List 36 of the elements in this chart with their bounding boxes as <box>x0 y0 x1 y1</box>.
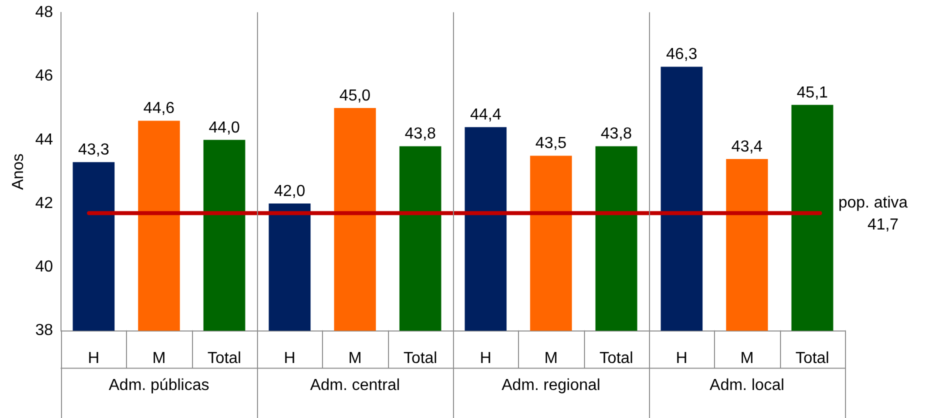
x-tick-label: M <box>152 350 166 367</box>
x-tick-label: M <box>544 350 558 367</box>
x-tick-label: Total <box>207 350 242 367</box>
y-tick-label: 42 <box>35 194 54 212</box>
text: Adm. públicas <box>108 377 210 394</box>
data-label: 45,1 <box>796 84 828 102</box>
data-label: 43,8 <box>404 126 436 143</box>
y-tick-label: 48 <box>35 4 54 22</box>
x-tick-label: H <box>676 350 688 367</box>
text: Adm. central <box>310 377 400 394</box>
data-label: 43,4 <box>731 138 763 156</box>
ref-line-label: pop. ativa 41,7 <box>838 194 908 234</box>
x-tick-label: M <box>348 350 362 367</box>
x-tick-label: H <box>480 350 492 367</box>
data-label: 43,5 <box>535 135 567 152</box>
data-label: 46,3 <box>666 46 698 64</box>
x-tick-label: Total <box>599 350 634 367</box>
y-tick-label: 40 <box>35 258 54 276</box>
data-label: 45,0 <box>339 87 371 104</box>
x-tick-label: H <box>88 350 100 367</box>
y-tick-label: 44 <box>35 131 54 148</box>
data-label: 44,4 <box>470 106 502 124</box>
y-tick-label: 38 <box>35 322 54 340</box>
data-label: 43,8 <box>600 126 632 143</box>
x-tick-label: Total <box>795 350 830 367</box>
y-tick-label: 46 <box>35 68 54 85</box>
data-label: 44,0 <box>208 119 240 136</box>
x-tick-label: Total <box>403 350 438 367</box>
data-label: 43,3 <box>78 142 110 159</box>
x-tick-label: H <box>284 350 296 367</box>
text: Adm. regional <box>502 377 600 394</box>
data-label: 42,0 <box>274 182 306 200</box>
data-label: 44,6 <box>143 100 175 118</box>
text: Adm. local <box>710 377 784 394</box>
x-tick-label: M <box>740 350 754 367</box>
y-axis-title: Anos <box>10 153 28 190</box>
